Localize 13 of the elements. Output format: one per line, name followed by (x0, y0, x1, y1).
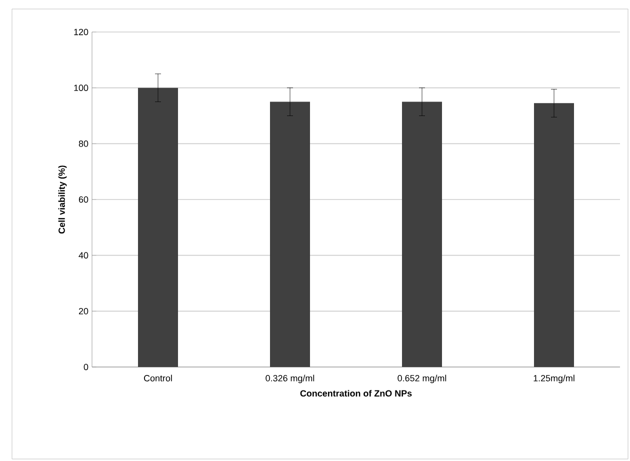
y-tick-label: 0 (84, 364, 88, 370)
x-axis-title: Concentration of ZnO NPs (300, 390, 412, 397)
y-tick-label: 80 (78, 140, 88, 147)
x-tick-label: Control (144, 374, 172, 382)
x-tick-label: 1.25mg/ml (534, 374, 574, 384)
y-axis-title: Cell viability (%) (58, 166, 67, 234)
x-tick-label: 0.652 mg/ml (398, 374, 446, 384)
x-tick-label: 0.326 mg/ml (266, 374, 314, 384)
y-tick-label: 100 (74, 84, 88, 92)
y-tick-label: 120 (74, 28, 88, 36)
y-tick-label: 20 (78, 308, 88, 314)
y-tick-label: 60 (78, 196, 88, 203)
y-tick-label: 40 (78, 252, 88, 259)
